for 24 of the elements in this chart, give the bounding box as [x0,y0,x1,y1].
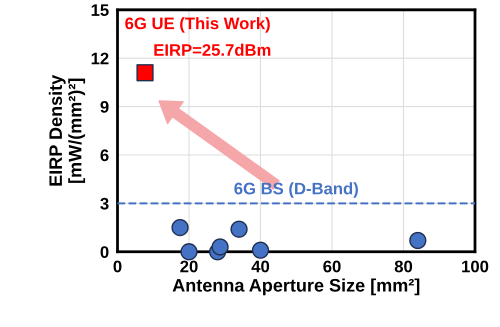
x-tick-label: 40 [251,260,270,272]
ref-line-label: 6G BS (D-Band) [234,182,358,198]
x-tick-label: 80 [394,260,412,272]
x-tick-label: 60 [323,260,341,272]
point [171,218,189,236]
y-tick-label: 9 [100,101,109,113]
x-tick-label: 20 [180,260,198,272]
point [211,238,229,256]
x-tick-label: 0 [114,260,122,272]
point [136,64,154,82]
y-tick-label: 12 [92,52,108,64]
annotation: 6G UE (This Work) [125,17,270,33]
point [252,242,270,259]
point [230,220,248,238]
point [409,232,426,250]
y-axis-title: EIRP Density [mW/(mm²)²] [48,74,86,186]
y-tick-label: 6 [100,149,109,162]
y-tick-label: 3 [100,198,109,210]
y-tick-label: 15 [92,4,109,16]
point [180,243,198,260]
annotation: EIRP=25.7dBm [154,44,270,56]
x-tick-label: 100 [462,260,488,272]
x-axis-title: Antenna Aperture Size [mm²] [172,278,420,296]
y-tick-label: 0 [100,246,108,258]
